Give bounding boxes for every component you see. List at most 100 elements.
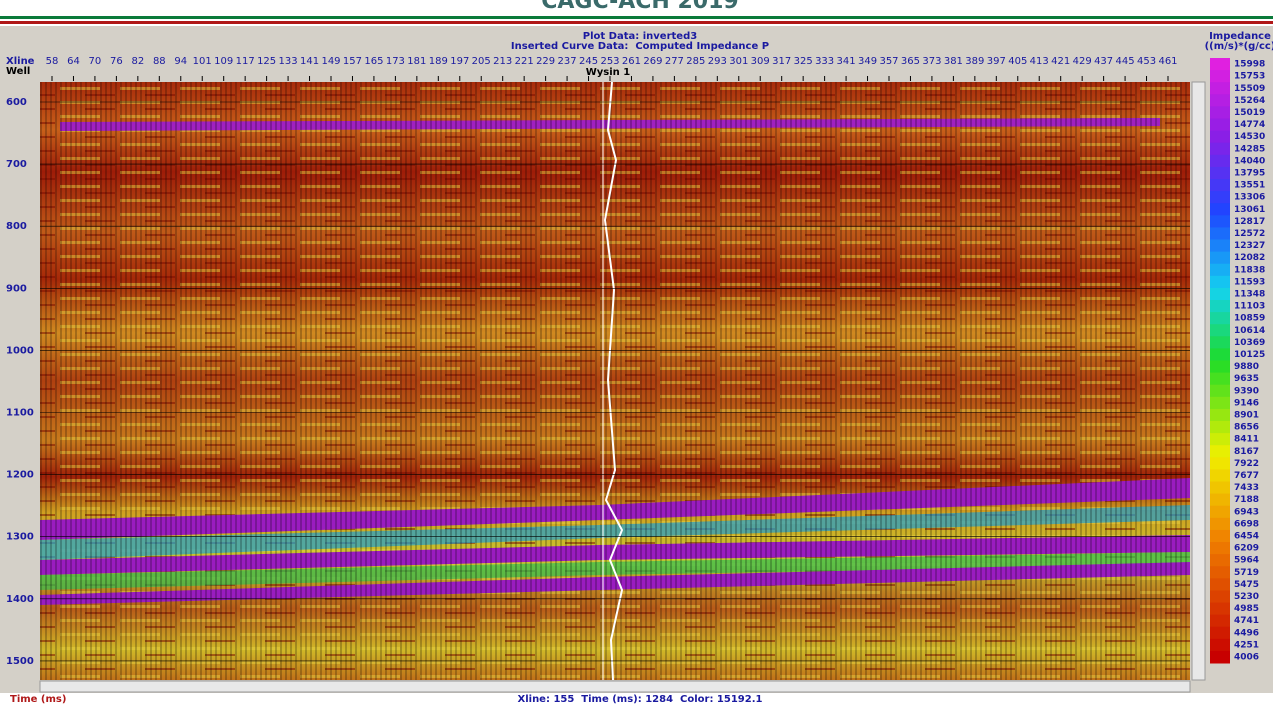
time-tick-label: 600: [6, 97, 27, 108]
time-tick-label: 900: [6, 283, 27, 294]
colorbar-swatch: [1210, 336, 1230, 349]
xline-tick-label: 213: [493, 56, 512, 67]
colorbar-swatch: [1210, 264, 1230, 277]
xline-tick-label: 149: [321, 56, 340, 67]
xline-tick-label: 221: [515, 56, 534, 67]
xline-tick-label: 413: [1030, 56, 1049, 67]
xline-tick-label: 94: [174, 56, 187, 67]
time-tick-label: 1000: [6, 345, 34, 356]
colorbar-swatch: [1210, 433, 1230, 446]
xline-tick-label: 333: [815, 56, 834, 67]
colorbar-swatch: [1210, 518, 1230, 531]
xline-tick-label: 317: [772, 56, 791, 67]
colorbar-label: 11838: [1234, 265, 1265, 275]
colorbar-label: 6698: [1234, 519, 1259, 529]
xline-tick-label: 309: [751, 56, 770, 67]
xline-tick-label: 373: [922, 56, 941, 67]
colorbar-label: 5964: [1234, 556, 1259, 566]
xline-tick-label: 453: [1137, 56, 1156, 67]
colorbar-label: 15753: [1234, 72, 1265, 82]
colorbar-label: 7433: [1234, 483, 1259, 493]
colorbar-swatch: [1210, 615, 1230, 628]
colorbar-label: 14040: [1234, 156, 1265, 166]
colorbar-label: 4741: [1234, 616, 1259, 626]
colorbar-swatch: [1210, 651, 1230, 664]
xline-tick-label: 101: [193, 56, 212, 67]
colorbar-swatch: [1210, 590, 1230, 603]
colorbar-swatch: [1210, 530, 1230, 543]
banner-line: [0, 16, 1273, 19]
xline-tick-label: 357: [879, 56, 898, 67]
xline-tick-label: 76: [110, 56, 123, 67]
xline-tick-label: 173: [386, 56, 405, 67]
status-readout: Xline: 155 Time (ms): 1284 Color: 15192.…: [518, 694, 763, 704]
colorbar-label: 5719: [1234, 568, 1259, 578]
xline-tick-label: 325: [794, 56, 813, 67]
colorbar-swatch: [1210, 542, 1230, 555]
xline-tick-label: 277: [665, 56, 684, 67]
time-tick-label: 1400: [6, 594, 34, 605]
time-tick-label: 1200: [6, 470, 34, 481]
colorbar-swatch: [1210, 276, 1230, 289]
time-tick-label: 1300: [6, 532, 34, 543]
colorbar-swatch: [1210, 578, 1230, 591]
colorbar-swatch: [1210, 385, 1230, 398]
colorbar-unit: ((m/s)*(g/cc): [1205, 41, 1273, 52]
xline-tick-label: 157: [343, 56, 362, 67]
xline-tick-label: 405: [1008, 56, 1027, 67]
banner-line: [0, 21, 1273, 24]
colorbar-swatch: [1210, 94, 1230, 107]
colorbar-label: 15509: [1234, 84, 1265, 94]
xline-tick-label: 301: [729, 56, 748, 67]
xline-tick-label: 349: [858, 56, 877, 67]
xline-tick-label: 397: [987, 56, 1006, 67]
xline-tick-label: 253: [600, 56, 619, 67]
colorbar-label: 14774: [1234, 120, 1265, 130]
colorbar-label: 9635: [1234, 374, 1259, 384]
colorbar-swatch: [1210, 627, 1230, 640]
colorbar-label: 9880: [1234, 362, 1259, 372]
colorbar-swatch: [1210, 312, 1230, 325]
xline-tick-label: 341: [837, 56, 856, 67]
colorbar-label: 12817: [1234, 217, 1265, 227]
xline-tick-label: 245: [579, 56, 598, 67]
xline-tick-label: 189: [429, 56, 448, 67]
xline-tick-label: 88: [153, 56, 166, 67]
colorbar-label: 8411: [1234, 435, 1259, 445]
xline-tick-label: 181: [407, 56, 426, 67]
time-tick-label: 800: [6, 221, 27, 232]
colorbar-label: 10369: [1234, 338, 1265, 348]
colorbar-label: 8901: [1234, 410, 1259, 420]
v-scrollbar[interactable]: [1192, 82, 1205, 680]
h-scrollbar[interactable]: [40, 681, 1190, 692]
colorbar-label: 4496: [1234, 628, 1259, 638]
colorbar-label: 5475: [1234, 580, 1259, 590]
colorbar-swatch: [1210, 70, 1230, 83]
colorbar-swatch: [1210, 300, 1230, 313]
colorbar-label: 8656: [1234, 423, 1259, 433]
colorbar-swatch: [1210, 131, 1230, 144]
colorbar-swatch: [1210, 324, 1230, 337]
colorbar-swatch: [1210, 373, 1230, 386]
xline-tick-label: 109: [214, 56, 233, 67]
xline-tick-label: 293: [708, 56, 727, 67]
xline-tick-label: 389: [965, 56, 984, 67]
well-name: Wysin 1: [586, 67, 631, 78]
time-tick-label: 1100: [6, 408, 34, 419]
colorbar-swatch: [1210, 143, 1230, 156]
colorbar-label: 9390: [1234, 386, 1259, 396]
colorbar-swatch: [1210, 445, 1230, 458]
colorbar-swatch: [1210, 82, 1230, 95]
colorbar-label: 11103: [1234, 302, 1265, 312]
curve-data: Inserted Curve Data: Computed Impedance …: [511, 41, 769, 52]
colorbar-label: 6943: [1234, 507, 1259, 517]
colorbar-swatch: [1210, 215, 1230, 228]
colorbar-swatch: [1210, 482, 1230, 495]
colorbar-swatch: [1210, 397, 1230, 410]
xline-tick-label: 437: [1094, 56, 1113, 67]
colorbar-label: 10125: [1234, 350, 1265, 360]
colorbar-swatch: [1210, 361, 1230, 374]
colorbar-swatch: [1210, 494, 1230, 507]
colorbar-swatch: [1210, 603, 1230, 616]
xline-tick-label: 269: [643, 56, 662, 67]
